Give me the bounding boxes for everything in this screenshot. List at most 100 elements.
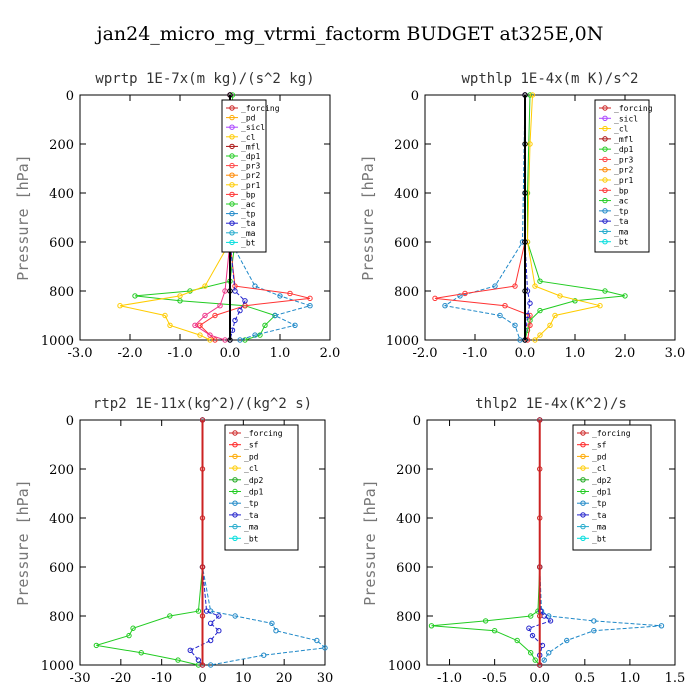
legend-marker: [580, 488, 586, 495]
y-tick-label: 1000: [41, 659, 74, 674]
legend-marker: [602, 136, 608, 142]
data-point: [216, 613, 222, 619]
legend-marker: [580, 442, 586, 448]
series-line: [443, 94, 526, 341]
legend-label: _bp: [614, 186, 629, 195]
data-point: [522, 239, 528, 245]
data-point: [307, 295, 313, 302]
data-point: [522, 141, 528, 147]
data-point: [242, 337, 248, 343]
data-point: [257, 332, 263, 338]
legend-marker: [602, 239, 608, 245]
data-point: [537, 278, 543, 284]
data-point: [541, 613, 547, 619]
data-point: [242, 298, 248, 304]
data-point: [428, 623, 435, 629]
legend-label: _dp1: [241, 152, 260, 161]
y-tick-label: 1000: [41, 334, 74, 349]
legend-marker: [229, 239, 235, 246]
legend-marker: [602, 125, 608, 132]
data-point: [132, 293, 138, 299]
series-bp: [432, 92, 533, 343]
data-point: [227, 288, 233, 294]
legend-label: _tp: [592, 499, 607, 508]
series-line: [526, 94, 601, 341]
legend-marker: [602, 187, 608, 193]
data-point: [252, 332, 258, 338]
legend-label: _forcing: [244, 429, 283, 438]
x-tick-label: 0.0: [529, 671, 550, 686]
legend-label: _dp1: [614, 145, 633, 154]
data-point: [199, 564, 206, 570]
legend-label: _tp: [614, 207, 629, 216]
legend-marker: [232, 535, 238, 541]
legend-label: _dp1: [244, 488, 263, 497]
legend-label: _ma: [244, 523, 259, 532]
legend-marker: [602, 228, 608, 235]
legend-marker: [580, 453, 586, 460]
y-tick-label: 200: [49, 138, 74, 153]
legend-label: _ta: [592, 511, 607, 520]
data-point: [537, 466, 543, 472]
legend-marker: [602, 105, 608, 111]
legend: _forcing_pd_sicl_cl_mfl_dp1_pr3_pr2_pr1_…: [221, 99, 280, 253]
legend-label: _tp: [244, 499, 259, 508]
y-axis-label: Pressure [hPa]: [361, 479, 379, 605]
legend-label: _pd: [592, 452, 607, 461]
legend-label: _ta: [241, 219, 256, 228]
legend-label: _pr3: [241, 162, 260, 171]
panel-title: thlp2 1E-4x(K^2)/s: [475, 396, 627, 412]
series-line: [119, 95, 231, 341]
x-tick-label: 1.0: [270, 346, 291, 361]
data-point: [537, 515, 543, 521]
legend-marker: [229, 153, 235, 159]
legend-marker: [580, 500, 586, 506]
data-point: [216, 628, 222, 634]
x-tick-label: 30: [317, 671, 334, 686]
data-point: [527, 300, 533, 306]
data-point: [572, 298, 578, 304]
legend-marker: [229, 182, 235, 188]
figure-title: jan24_micro_mg_vtrmi_factorm BUDGET at32…: [95, 23, 604, 45]
data-point: [237, 337, 243, 343]
legend-label: _ta: [244, 511, 259, 520]
data-point: [202, 312, 208, 319]
data-point: [187, 647, 193, 653]
x-tick-label: -30: [70, 671, 91, 686]
legend-label: _cl: [592, 464, 607, 473]
data-point: [138, 650, 144, 656]
data-point: [232, 613, 238, 619]
panel-3: rtp2 1E-11x(kg^2)/(kg^2 s) Pressure [hPa]…: [14, 396, 333, 686]
y-tick-label: 400: [49, 187, 74, 202]
legend-box: [572, 424, 652, 551]
data-point: [517, 337, 523, 343]
data-point: [222, 288, 228, 294]
legend-label: _bt: [614, 238, 629, 247]
legend-marker: [602, 146, 608, 152]
data-point: [502, 303, 508, 309]
legend-box: [594, 99, 650, 253]
data-point: [207, 662, 214, 668]
legend-label: _sf: [244, 441, 259, 450]
data-point: [262, 322, 268, 328]
data-point: [537, 564, 543, 570]
data-point: [557, 293, 563, 299]
data-point: [314, 637, 320, 644]
data-point: [261, 652, 267, 658]
legend-marker: [602, 197, 608, 204]
x-tick-label: 3.0: [665, 346, 686, 361]
legend-label: _pr3: [614, 155, 633, 164]
legend-marker: [232, 523, 238, 530]
x-tick-label: 0.5: [574, 671, 595, 686]
legend-label: _sicl: [614, 114, 638, 123]
data-point: [227, 337, 233, 343]
legend-label: _ma: [592, 523, 607, 532]
data-point: [532, 283, 538, 289]
x-tick-label: -10: [151, 671, 172, 686]
y-tick-label: 400: [49, 512, 74, 527]
legend-label: _ac: [614, 197, 629, 206]
data-point: [602, 288, 608, 294]
x-tick-label: 0.0: [220, 346, 241, 361]
data-point: [203, 608, 210, 614]
